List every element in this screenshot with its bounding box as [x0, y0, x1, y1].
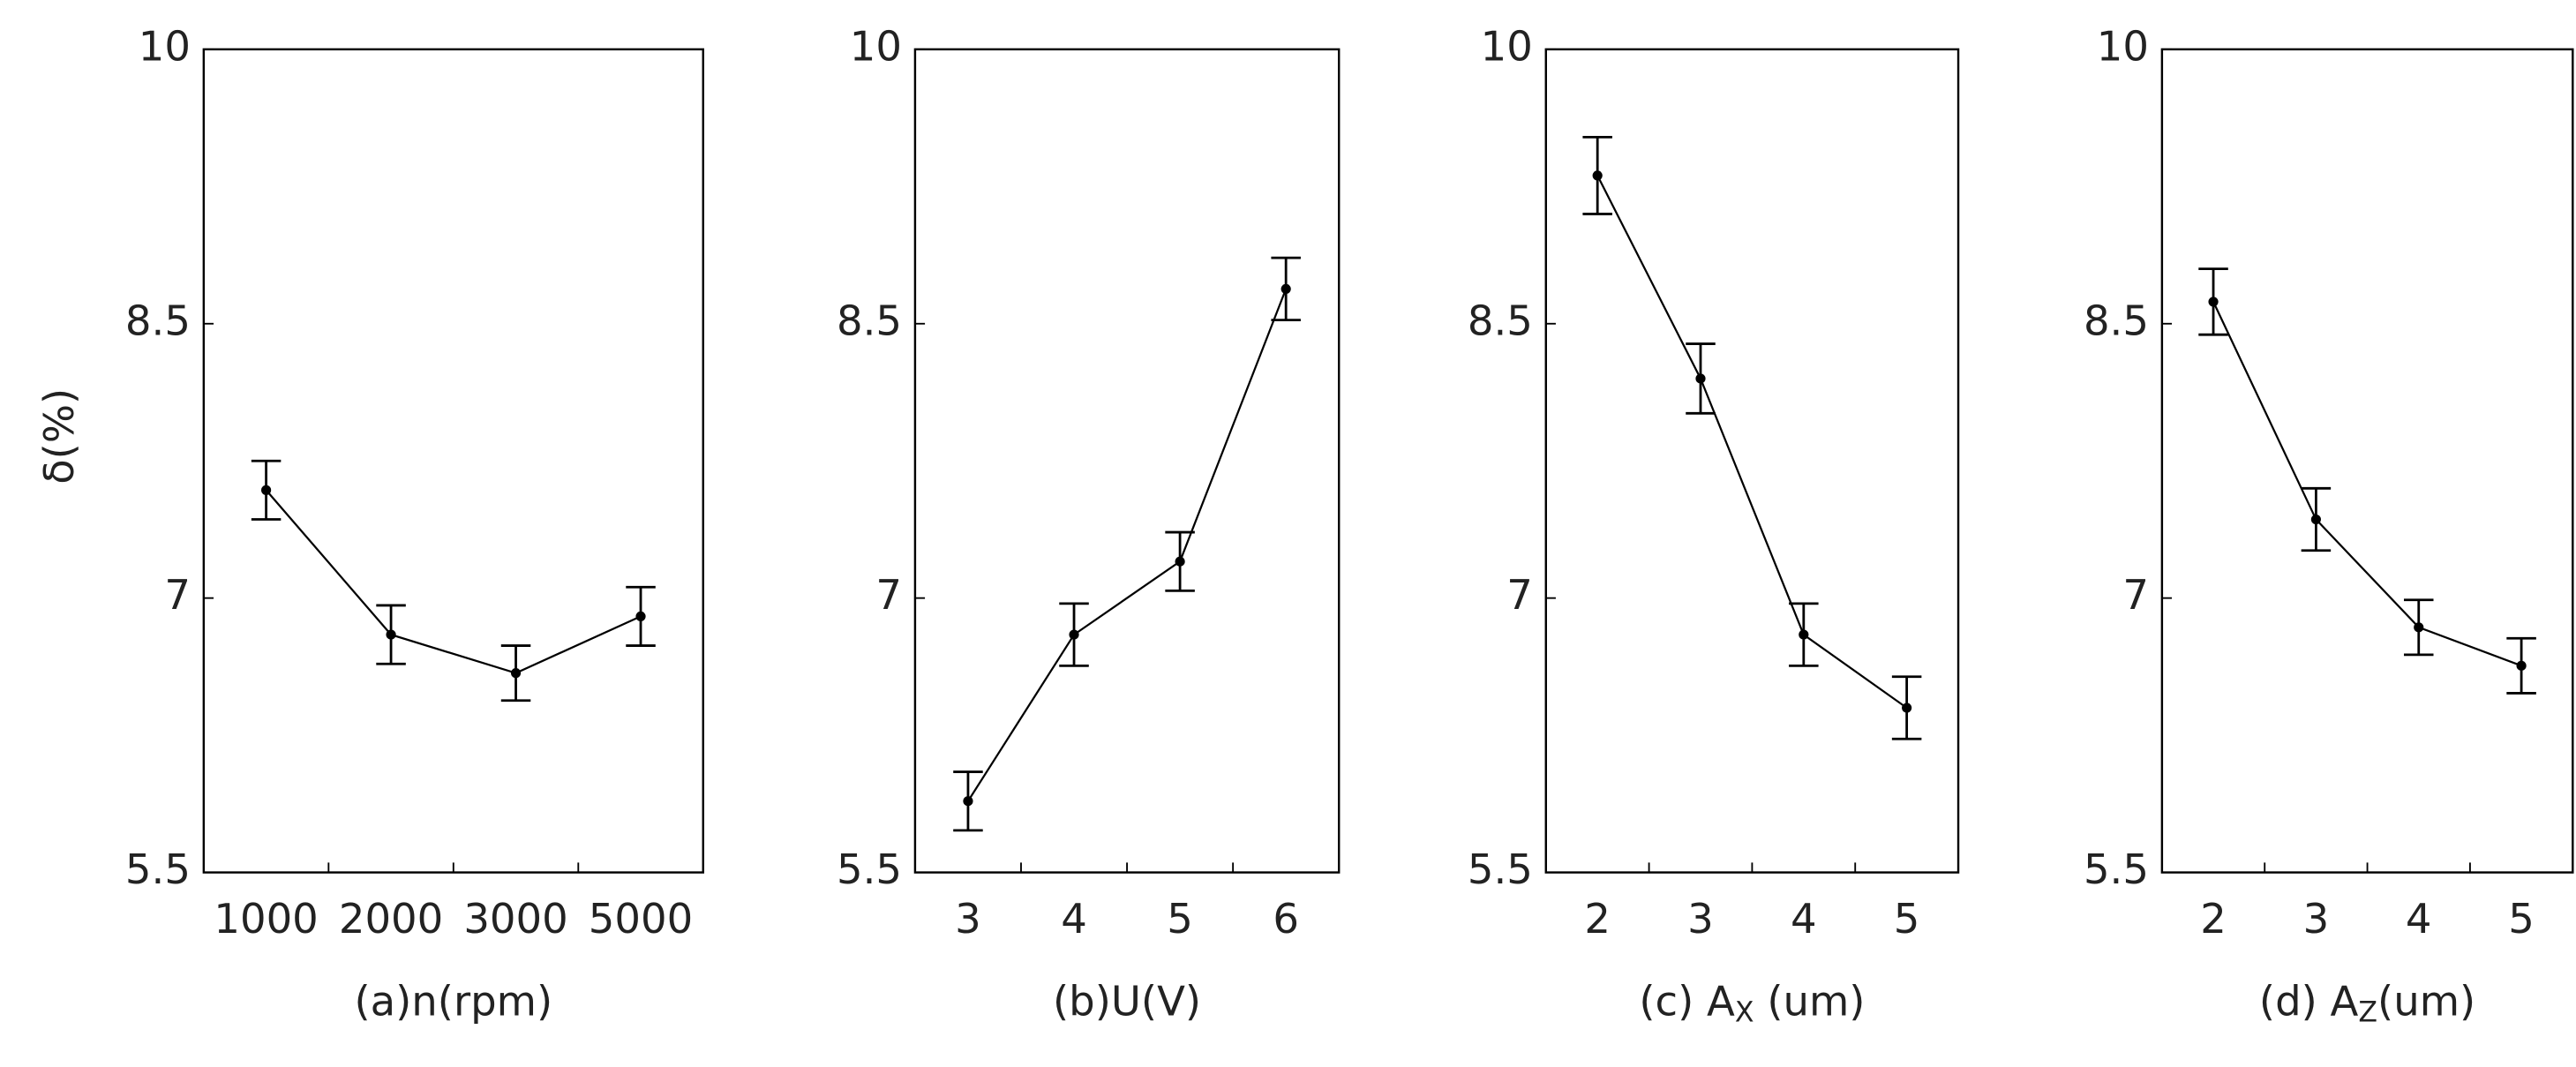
x-axis-label: (b)U(V)	[1053, 977, 1201, 1025]
plot-frame	[2160, 48, 2574, 874]
x-tick-label: 2	[2200, 895, 2227, 943]
x-label-part: (d) A	[2259, 977, 2359, 1025]
plot-frame	[1544, 48, 1960, 874]
data-point	[1069, 629, 1079, 640]
x-tick-label: 5	[1894, 895, 1920, 943]
x-tick-label: 5000	[589, 895, 693, 943]
y-tick-label: 10	[2097, 22, 2149, 70]
x-tick-label: 6	[1273, 895, 1299, 943]
x-tick-label: 2000	[339, 895, 443, 943]
y-axis-label: δ(%)	[35, 388, 83, 485]
data-line	[1596, 175, 1908, 709]
y-tick-label: 10	[850, 22, 902, 70]
data-point	[1799, 629, 1809, 640]
data-point	[2310, 514, 2321, 525]
x-tick-label: 4	[2406, 895, 2432, 943]
data-point	[260, 485, 272, 495]
x-label-part: (um)	[2377, 977, 2475, 1025]
y-tick-label: 7	[2122, 571, 2149, 619]
data-line	[265, 489, 642, 674]
y-tick-label: 8.5	[125, 297, 191, 344]
x-axis-label: (d) AZ(um)	[2259, 977, 2475, 1029]
data-point	[1902, 703, 1912, 713]
y-tick-label: 10	[1481, 22, 1533, 70]
x-label-part: (b)U(V)	[1053, 977, 1201, 1025]
y-tick-label: 7	[875, 571, 902, 619]
y-tick-label: 8.5	[1468, 297, 1533, 344]
x-tick-label: 2	[1584, 895, 1611, 943]
y-tick-label: 8.5	[837, 297, 902, 344]
data-point	[2414, 622, 2424, 633]
data-point	[1280, 283, 1291, 294]
x-tick-label: 3	[2303, 895, 2330, 943]
x-tick-label: 5	[1167, 895, 1193, 943]
x-tick-label: 3	[1687, 895, 1714, 943]
x-axis-label: (c) AX (um)	[1639, 977, 1865, 1029]
y-tick-label: 5.5	[1468, 845, 1533, 893]
y-tick-label: 7	[164, 571, 191, 619]
x-tick-label: 4	[1061, 895, 1087, 943]
data-line	[967, 288, 1288, 802]
y-tick-label: 10	[139, 22, 191, 70]
y-tick-label: 8.5	[2084, 297, 2149, 344]
data-point	[635, 611, 646, 621]
data-line	[2212, 301, 2522, 667]
y-tick-label: 7	[1506, 571, 1533, 619]
x-label-part: (c) A	[1639, 977, 1735, 1025]
x-label-part: X	[1735, 997, 1754, 1029]
x-tick-label: 3	[955, 895, 981, 943]
plot-frame	[913, 48, 1341, 874]
y-tick-label: 5.5	[837, 845, 902, 893]
x-label-part: Z	[2358, 997, 2377, 1029]
data-point	[963, 796, 973, 807]
y-tick-label: 5.5	[125, 845, 191, 893]
data-point	[1175, 556, 1185, 567]
data-point	[1695, 373, 1706, 384]
data-point	[510, 668, 522, 679]
x-tick-label: 4	[1791, 895, 1817, 943]
x-axis-label: (a)n(rpm)	[354, 977, 552, 1025]
x-tick-label: 5	[2508, 895, 2535, 943]
data-point	[1592, 170, 1603, 181]
x-label-part: (um)	[1754, 977, 1866, 1025]
data-point	[2208, 297, 2219, 307]
data-point	[386, 629, 396, 640]
y-tick-label: 5.5	[2084, 845, 2149, 893]
data-point	[2516, 660, 2527, 671]
x-label-part: (a)n(rpm)	[354, 977, 552, 1025]
x-tick-label: 3000	[463, 895, 567, 943]
x-tick-label: 1000	[214, 895, 318, 943]
